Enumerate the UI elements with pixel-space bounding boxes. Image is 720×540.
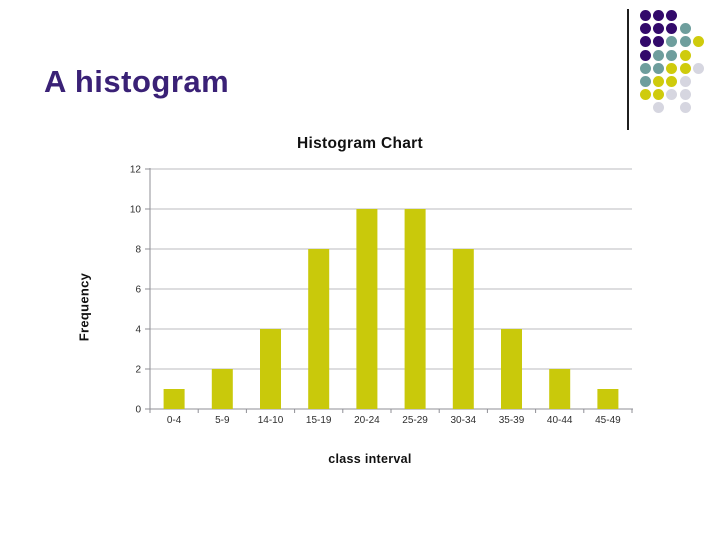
x-tick-label: 25-29 bbox=[402, 415, 428, 426]
bar-0-4 bbox=[163, 389, 185, 409]
purple-dot bbox=[653, 36, 665, 48]
y-tick-label: 2 bbox=[135, 365, 141, 376]
bar-14-10 bbox=[260, 329, 281, 409]
yellow-dot bbox=[679, 49, 691, 61]
y-tick-label: 4 bbox=[135, 325, 141, 336]
chart-title: Histogram Chart bbox=[297, 135, 423, 152]
bar-25-29 bbox=[404, 209, 426, 409]
bar-5-9 bbox=[211, 369, 233, 409]
purple-dot bbox=[666, 10, 678, 21]
yellow-dot bbox=[653, 89, 665, 101]
y-tick-label: 8 bbox=[135, 245, 141, 256]
x-tick-label: 35-39 bbox=[499, 415, 525, 426]
yellow-dot bbox=[692, 36, 704, 48]
purple-dot bbox=[640, 10, 651, 21]
x-tick-label: 5-9 bbox=[215, 415, 230, 426]
yellow-dot bbox=[653, 76, 665, 87]
x-axis-title: class interval bbox=[328, 452, 412, 466]
x-tick-label: 15-19 bbox=[306, 415, 332, 426]
y-tick-label: 12 bbox=[130, 165, 142, 176]
page-title: A histogram bbox=[44, 64, 230, 99]
purple-dot bbox=[640, 23, 651, 35]
purple-dot bbox=[653, 23, 665, 35]
bar-40-44 bbox=[549, 369, 571, 409]
gray-dot bbox=[653, 102, 665, 114]
x-tick-label: 45-49 bbox=[595, 415, 621, 426]
y-tick-label: 6 bbox=[135, 285, 141, 296]
yellow-dot bbox=[640, 89, 651, 101]
x-tick-label: 30-34 bbox=[451, 415, 477, 426]
teal-dot bbox=[640, 76, 651, 87]
teal-dot bbox=[653, 49, 665, 61]
purple-dot bbox=[653, 10, 665, 21]
bar-45-49 bbox=[597, 389, 619, 409]
purple-dot bbox=[640, 49, 651, 61]
gray-dot bbox=[692, 62, 704, 74]
teal-dot bbox=[666, 36, 678, 48]
teal-dot bbox=[679, 23, 691, 35]
gray-dot bbox=[679, 89, 691, 101]
bar-30-34 bbox=[452, 249, 474, 409]
divider-line bbox=[627, 9, 629, 130]
yellow-dot bbox=[666, 62, 678, 74]
purple-dot bbox=[640, 36, 651, 48]
teal-dot bbox=[653, 62, 665, 74]
teal-dot bbox=[666, 49, 678, 61]
bar-20-24 bbox=[356, 209, 378, 409]
x-tick-label: 40-44 bbox=[547, 415, 573, 426]
bar-35-39 bbox=[501, 329, 522, 409]
yellow-dot bbox=[679, 62, 691, 74]
y-tick-label: 10 bbox=[130, 205, 142, 216]
y-axis-title: Frequency bbox=[76, 272, 92, 342]
y-tick-label: 0 bbox=[135, 405, 141, 416]
gray-dot bbox=[666, 89, 678, 101]
gray-dot bbox=[679, 76, 691, 87]
teal-dot bbox=[640, 62, 651, 74]
gray-dot bbox=[679, 102, 691, 114]
teal-dot bbox=[679, 36, 691, 48]
x-tick-label: 14-10 bbox=[258, 415, 284, 426]
x-tick-label: 20-24 bbox=[354, 415, 380, 426]
dots-decoration bbox=[640, 10, 712, 122]
x-tick-label: 0-4 bbox=[167, 415, 182, 426]
purple-dot bbox=[666, 23, 678, 35]
bar-15-19 bbox=[308, 249, 330, 409]
yellow-dot bbox=[666, 76, 678, 87]
